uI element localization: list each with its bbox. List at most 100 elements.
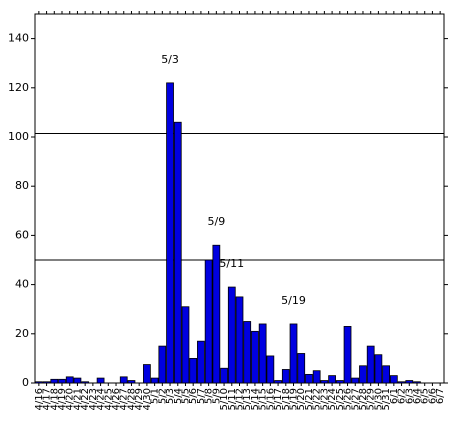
bar bbox=[374, 354, 383, 384]
x-tick-label: 5/19 bbox=[289, 388, 300, 410]
x-tick-label: 5/20 bbox=[296, 388, 307, 410]
bar bbox=[173, 121, 182, 384]
bar bbox=[328, 375, 336, 384]
x-tick-label: 5/9 bbox=[211, 388, 222, 404]
bar bbox=[289, 323, 298, 384]
bar bbox=[274, 380, 282, 384]
y-tick-label: 20 bbox=[15, 327, 29, 340]
bar bbox=[382, 365, 390, 384]
x-tick-label: 4/22 bbox=[80, 388, 91, 410]
bar bbox=[312, 370, 321, 384]
y-tick-label: 0 bbox=[22, 376, 29, 389]
annotation: 5/3 bbox=[161, 53, 179, 66]
x-tick-label: 4/24 bbox=[96, 388, 107, 410]
y-tick-label: 40 bbox=[15, 278, 29, 291]
x-tick-label: 6/4 bbox=[412, 388, 423, 404]
x-tick-label: 5/3 bbox=[165, 388, 176, 404]
x-tick-label: 5/17 bbox=[273, 388, 284, 410]
x-tick-label: 5/10 bbox=[219, 388, 230, 410]
annotation: 5/11 bbox=[219, 257, 244, 270]
bar bbox=[166, 82, 174, 384]
annotation: 5/19 bbox=[281, 294, 306, 307]
bar bbox=[181, 306, 190, 384]
x-tick-label: 5/8 bbox=[204, 388, 215, 404]
x-tick-label: 6/1 bbox=[389, 388, 400, 404]
x-tick-label: 5/28 bbox=[358, 388, 369, 410]
x-tick-label: 5/2 bbox=[157, 388, 168, 404]
x-tick-label: 4/21 bbox=[72, 388, 83, 410]
x-tick-label: 4/28 bbox=[126, 388, 137, 410]
bar bbox=[58, 378, 66, 384]
bar bbox=[50, 378, 59, 384]
x-tick-label: 5/11 bbox=[227, 388, 238, 410]
bar bbox=[42, 381, 51, 384]
bar bbox=[81, 381, 90, 384]
x-tick-label: 6/6 bbox=[427, 388, 438, 404]
x-tick-label: 4/20 bbox=[65, 388, 76, 410]
x-tick-label: 5/22 bbox=[312, 388, 323, 410]
x-tick-label: 4/18 bbox=[49, 388, 60, 410]
bar bbox=[243, 321, 252, 384]
bar bbox=[143, 364, 151, 384]
x-tick-label: 5/24 bbox=[327, 388, 338, 410]
bar bbox=[335, 380, 344, 384]
x-tick-label: 5/27 bbox=[350, 388, 361, 410]
bar bbox=[34, 381, 43, 384]
x-tick-label: 5/4 bbox=[173, 388, 184, 404]
x-tick-label: 6/3 bbox=[404, 388, 415, 404]
x-tick-label: 5/6 bbox=[188, 388, 199, 404]
bar bbox=[204, 259, 213, 384]
y-tick-label: 140 bbox=[8, 32, 29, 45]
x-tick-label: 5/13 bbox=[242, 388, 253, 410]
bar bbox=[413, 381, 421, 384]
bar bbox=[158, 345, 167, 384]
x-tick-label: 4/27 bbox=[119, 388, 130, 410]
bar bbox=[405, 380, 414, 384]
x-tick-label: 5/23 bbox=[319, 388, 330, 410]
bar bbox=[366, 345, 375, 384]
bar bbox=[227, 286, 236, 384]
x-tick-label: 4/19 bbox=[57, 388, 68, 410]
x-tick-label: 4/25 bbox=[103, 388, 114, 410]
x-tick-label: 5/25 bbox=[335, 388, 346, 410]
x-tick-label: 4/26 bbox=[111, 388, 122, 410]
x-tick-label: 5/18 bbox=[281, 388, 292, 410]
bar bbox=[127, 380, 136, 384]
x-tick-label: 5/12 bbox=[235, 388, 246, 410]
x-tick-label: 5/14 bbox=[250, 388, 261, 410]
x-tick-label: 4/30 bbox=[142, 388, 153, 410]
x-tick-label: 5/5 bbox=[180, 388, 191, 404]
bar bbox=[197, 340, 205, 384]
x-tick-label: 4/17 bbox=[42, 388, 53, 410]
x-tick-label: 5/1 bbox=[150, 388, 161, 404]
x-tick-label: 5/26 bbox=[343, 388, 354, 410]
annotation: 5/9 bbox=[207, 215, 225, 228]
bar bbox=[389, 375, 398, 384]
bar bbox=[235, 296, 244, 384]
x-tick-label: 5/15 bbox=[258, 388, 269, 410]
y-tick-label: 60 bbox=[15, 228, 29, 241]
x-tick-label: 4/23 bbox=[88, 388, 99, 410]
bar bbox=[397, 381, 406, 384]
x-tick-label: 5/30 bbox=[373, 388, 384, 410]
x-tick-label: 5/16 bbox=[265, 388, 276, 410]
bar bbox=[320, 380, 329, 384]
x-tick-label: 6/5 bbox=[420, 388, 431, 404]
y-tick-label: 120 bbox=[8, 81, 29, 94]
x-tick-label: 6/2 bbox=[397, 388, 408, 404]
x-tick-label: 5/21 bbox=[304, 388, 315, 410]
y-tick-label: 100 bbox=[8, 130, 29, 143]
bar bbox=[266, 355, 275, 384]
x-tick-label: 6/7 bbox=[435, 388, 446, 404]
x-tick-label: 4/16 bbox=[34, 388, 45, 410]
bar bbox=[343, 326, 352, 384]
bar bbox=[281, 369, 290, 384]
bar bbox=[297, 353, 306, 384]
x-tick-label: 5/29 bbox=[366, 388, 377, 410]
x-tick-label: 5/31 bbox=[381, 388, 392, 410]
bar bbox=[65, 376, 74, 384]
bar bbox=[150, 377, 159, 384]
bar bbox=[251, 330, 259, 384]
x-tick-label: 4/29 bbox=[134, 388, 145, 410]
